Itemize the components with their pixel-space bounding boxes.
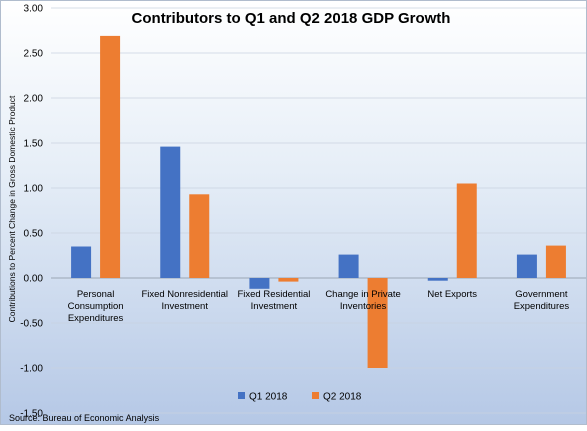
bar-q2 bbox=[278, 278, 299, 282]
category-label-line: Government bbox=[515, 289, 568, 300]
category-label-line: Expenditures bbox=[68, 313, 124, 324]
y-tick-label: 0.50 bbox=[24, 229, 44, 240]
y-tick-label: -1.00 bbox=[20, 364, 43, 375]
legend-swatch bbox=[312, 392, 319, 399]
legend-label: Q2 2018 bbox=[323, 392, 362, 403]
y-tick-label: -1.50 bbox=[20, 409, 43, 420]
y-tick-label: 2.50 bbox=[24, 49, 44, 60]
legend-swatch bbox=[238, 392, 245, 399]
y-tick-labels: 3.00 2.50 2.00 1.50 1.00 0.50 0.00 -0.50 -1.00 -1… bbox=[20, 4, 43, 420]
y-tick-label: 1.00 bbox=[24, 184, 44, 195]
gridlines bbox=[51, 7, 586, 414]
bar-q1 bbox=[427, 278, 448, 281]
category-label: Government Expenditures bbox=[514, 289, 570, 312]
bar-q2 bbox=[367, 278, 388, 368]
y-axis-label: Contributions to Percent Change in Gross… bbox=[7, 95, 17, 322]
category-label: Personal Consumption Expenditures bbox=[68, 289, 124, 324]
category-label-line: Consumption bbox=[68, 301, 124, 312]
category-label: Fixed Nonresidential Investment bbox=[141, 289, 228, 312]
bar-q2 bbox=[456, 183, 477, 278]
y-tick-label: 2.00 bbox=[24, 94, 44, 105]
legend-label: Q1 2018 bbox=[249, 392, 288, 403]
category-label-line: Personal bbox=[77, 289, 115, 300]
y-tick-label: 3.00 bbox=[24, 4, 44, 15]
bar-q1 bbox=[71, 246, 92, 278]
bar-q2 bbox=[189, 194, 210, 278]
y-tick-label: 1.50 bbox=[24, 139, 44, 150]
category-label: Fixed Residential Investment bbox=[237, 289, 310, 312]
category-label-line: Fixed Residential bbox=[237, 289, 310, 300]
category-label-line: Investment bbox=[162, 301, 209, 312]
y-tick-label: -0.50 bbox=[20, 319, 43, 330]
source-note: Source: Bureau of Economic Analysis bbox=[9, 413, 160, 423]
bar-q2 bbox=[100, 35, 121, 279]
bars-group bbox=[71, 35, 566, 368]
legend: Q1 2018 Q2 2018 bbox=[238, 392, 362, 403]
bar-q1 bbox=[338, 254, 359, 278]
bar-q1 bbox=[160, 146, 181, 278]
y-tick-label: 0.00 bbox=[24, 274, 44, 285]
category-label-line: Fixed Nonresidential bbox=[141, 289, 228, 300]
category-label-line: Expenditures bbox=[514, 301, 570, 312]
bar-q1 bbox=[516, 254, 537, 278]
category-label-line: Change in Private bbox=[325, 289, 401, 300]
bar-q2 bbox=[545, 245, 566, 278]
category-label: Net Exports bbox=[427, 289, 477, 300]
category-label: Change in Private Inventories bbox=[325, 289, 401, 312]
chart-title: Contributors to Q1 and Q2 2018 GDP Growt… bbox=[132, 10, 451, 27]
category-label-line: Investment bbox=[251, 301, 298, 312]
bar-q1 bbox=[249, 278, 270, 289]
category-label-line: Net Exports bbox=[427, 289, 477, 300]
category-label-line: Inventories bbox=[340, 301, 387, 312]
